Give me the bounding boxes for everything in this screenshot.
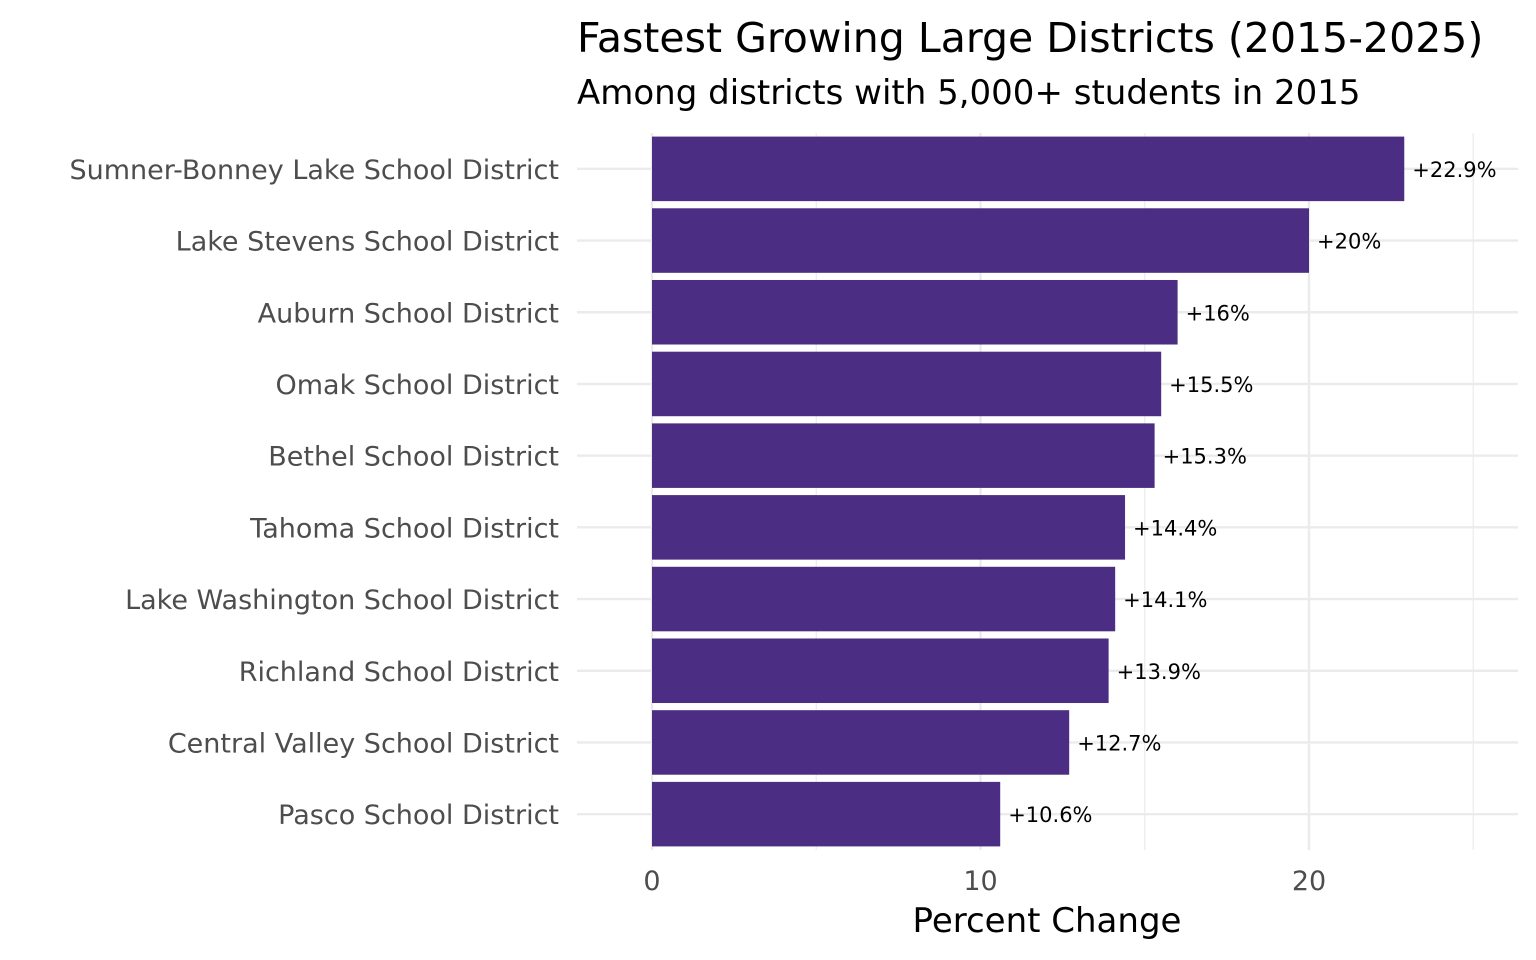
bar [652, 638, 1109, 704]
category-label: Sumner-Bonney Lake School District [69, 155, 559, 186]
chart-subtitle: Among districts with 5,000+ students in … [577, 73, 1361, 113]
category-label: Richland School District [239, 657, 559, 688]
category-label: Auburn School District [258, 298, 559, 329]
bar [652, 279, 1178, 345]
data-label: +14.4% [1133, 516, 1217, 540]
data-label: +22.9% [1412, 158, 1496, 182]
bar [652, 136, 1405, 202]
bars [652, 136, 1405, 847]
data-label: +20% [1317, 230, 1381, 254]
chart-title: Fastest Growing Large Districts (2015-20… [577, 14, 1483, 62]
x-tick-label: 20 [1292, 866, 1326, 897]
data-label: +14.1% [1123, 588, 1207, 612]
x-axis-title: Percent Change [913, 901, 1182, 941]
category-label: Omak School District [275, 370, 559, 401]
category-label: Pasco School District [278, 800, 559, 831]
category-labels: Sumner-Bonney Lake School District Lake S… [69, 155, 559, 831]
data-label: +13.9% [1117, 660, 1201, 684]
bar [652, 781, 1001, 847]
category-label: Bethel School District [268, 442, 559, 473]
data-label: +10.6% [1008, 803, 1092, 827]
bar [652, 566, 1116, 632]
data-labels: +22.9% +20% +16% +15.5% +15.3% +14.4% +14.1% +1… [1008, 158, 1496, 827]
data-label: +15.3% [1163, 445, 1247, 469]
bar [652, 710, 1070, 775]
category-label: Lake Stevens School District [176, 227, 559, 258]
category-label: Lake Washington School District [125, 585, 559, 616]
bar [652, 208, 1309, 273]
x-tick-label: 0 [643, 866, 660, 897]
data-label: +12.7% [1077, 731, 1161, 755]
category-label: Central Valley School District [168, 728, 559, 759]
category-label: Tahoma School District [249, 513, 559, 544]
data-label: +15.5% [1169, 373, 1253, 397]
bar [652, 351, 1162, 417]
bar [652, 423, 1155, 488]
bar [652, 495, 1126, 560]
x-tick-label: 10 [963, 866, 997, 897]
data-label: +16% [1186, 301, 1250, 325]
x-axis-ticks: 0 10 20 [643, 866, 1326, 897]
